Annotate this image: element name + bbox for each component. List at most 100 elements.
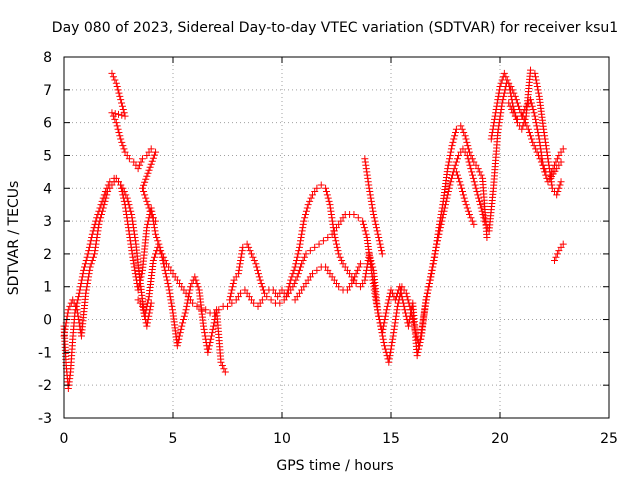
data-point (301, 214, 309, 222)
data-point (356, 260, 364, 268)
data-point (465, 145, 473, 153)
data-point (456, 178, 464, 186)
data-point (224, 302, 231, 310)
data-point (428, 266, 436, 274)
data-point (333, 243, 341, 251)
data-point (380, 322, 388, 330)
data-point (496, 83, 504, 91)
data-point (542, 171, 550, 179)
x-tick-label: 20 (491, 431, 509, 447)
data-point (469, 171, 477, 179)
data-point (250, 299, 258, 307)
data-point (360, 220, 368, 228)
data-point (453, 171, 461, 179)
data-point (369, 207, 377, 215)
data-point (153, 234, 161, 241)
data-point (467, 165, 475, 173)
data-point (518, 125, 526, 133)
data-point (553, 155, 561, 163)
data-point (186, 286, 194, 294)
data-point (535, 132, 543, 140)
data-point (464, 207, 472, 215)
data-point (137, 158, 145, 166)
data-point (458, 184, 466, 192)
data-point (295, 243, 303, 251)
chart-title: Day 080 of 2023, Sidereal Day-to-day VTE… (52, 20, 618, 36)
data-point (406, 312, 414, 320)
data-point (95, 220, 103, 228)
data-point (80, 266, 88, 274)
data-point (120, 145, 128, 153)
data-point (191, 273, 199, 281)
data-point (184, 296, 192, 304)
data-point (150, 224, 158, 232)
data-point (378, 250, 386, 258)
data-point (488, 132, 496, 140)
data-point (135, 283, 143, 291)
data-point (380, 319, 388, 327)
data-point (72, 302, 80, 310)
data-point (159, 256, 167, 264)
data-point (370, 211, 378, 219)
data-point (399, 296, 407, 304)
data-point (220, 365, 228, 373)
data-point (168, 302, 176, 310)
data-point (438, 204, 446, 212)
data-point (74, 312, 82, 320)
data-point (447, 145, 455, 153)
data-point (207, 335, 215, 343)
data-point (488, 128, 496, 136)
data-point (131, 266, 139, 274)
data-point (559, 145, 567, 153)
data-point (533, 79, 541, 87)
data-point (209, 322, 217, 330)
data-point (238, 247, 246, 255)
data-point (152, 230, 160, 238)
data-point (167, 299, 175, 307)
data-point (313, 184, 321, 192)
data-point (193, 279, 201, 287)
data-point (374, 309, 382, 317)
data-point (86, 263, 94, 271)
data-point (533, 125, 541, 133)
data-point (468, 155, 476, 163)
data-point (459, 191, 467, 199)
data-point (173, 342, 181, 350)
data-point (138, 155, 146, 163)
data-point (385, 296, 393, 304)
data-point (143, 322, 151, 330)
data-point (362, 270, 370, 278)
data-point (540, 165, 548, 173)
data-point (425, 283, 433, 291)
data-point (521, 115, 529, 123)
data-point (120, 197, 128, 205)
data-point (83, 283, 91, 291)
data-point (554, 188, 562, 196)
data-point (532, 119, 540, 127)
x-axis-label: GPS time / hours (276, 458, 393, 474)
data-point (97, 211, 105, 219)
data-point (84, 276, 92, 284)
data-point (118, 111, 126, 119)
data-point (447, 178, 455, 186)
x-tick-label: 15 (382, 431, 400, 447)
data-point (147, 145, 155, 153)
data-point (426, 276, 434, 284)
data-point (519, 122, 527, 130)
data-point (350, 211, 358, 219)
data-point (497, 79, 505, 87)
data-point (365, 184, 373, 192)
data-point (86, 266, 94, 274)
data-point (143, 172, 151, 180)
data-point (375, 234, 383, 241)
data-point (426, 279, 434, 287)
data-point (513, 115, 521, 123)
data-point (532, 76, 540, 84)
data-point (194, 283, 202, 291)
data-point (138, 302, 146, 310)
data-point (221, 368, 229, 376)
data-point (300, 217, 308, 225)
data-point (467, 214, 475, 222)
data-point (386, 348, 394, 356)
data-point (75, 316, 83, 324)
